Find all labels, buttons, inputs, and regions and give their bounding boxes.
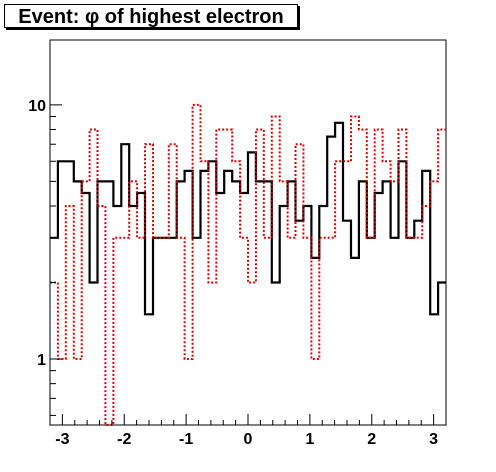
x-tick-label: -3 xyxy=(55,431,69,448)
x-tick-label: -1 xyxy=(179,431,193,448)
x-tick-label: 1 xyxy=(305,431,314,448)
x-tick-label: -2 xyxy=(117,431,131,448)
y-tick-label: 10 xyxy=(28,98,46,115)
x-tick-label: 3 xyxy=(429,431,438,448)
series-1-line xyxy=(50,121,446,316)
plot-frame xyxy=(49,39,447,426)
x-tick-label: 2 xyxy=(367,431,376,448)
y-tick-label: 1 xyxy=(37,352,46,369)
series-2-line xyxy=(50,103,446,426)
chart-title: Event: φ of highest electron xyxy=(4,4,298,28)
x-tick-label: 0 xyxy=(244,431,253,448)
